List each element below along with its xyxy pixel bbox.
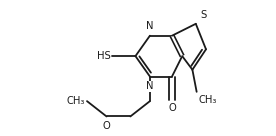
Text: O: O bbox=[168, 103, 176, 113]
Text: CH₃: CH₃ bbox=[67, 96, 85, 106]
Text: N: N bbox=[146, 81, 154, 91]
Text: S: S bbox=[200, 10, 206, 20]
Text: HS: HS bbox=[97, 51, 111, 61]
Text: CH₃: CH₃ bbox=[199, 95, 217, 105]
Text: N: N bbox=[146, 21, 154, 31]
Text: O: O bbox=[103, 121, 110, 131]
